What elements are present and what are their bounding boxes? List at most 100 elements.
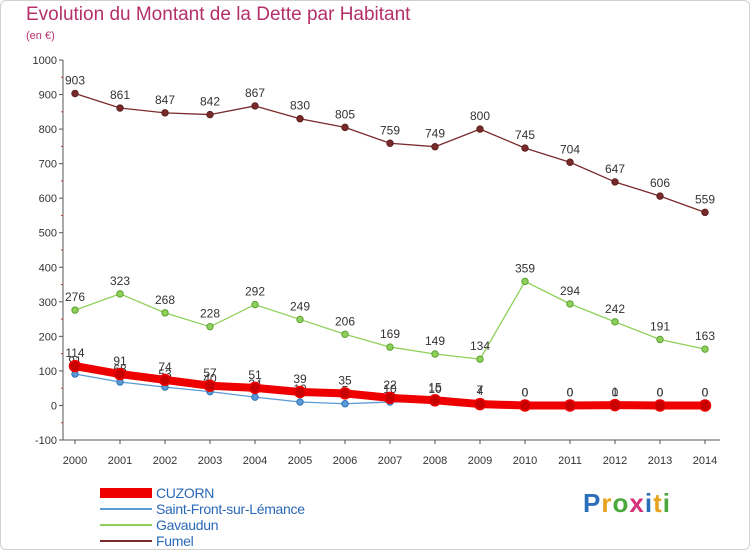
data-label: 0 — [612, 385, 619, 399]
data-label: 559 — [695, 192, 715, 206]
legend-item: Gavaudun — [100, 517, 360, 533]
y-tick-label: 0 — [51, 400, 57, 412]
x-tick-label: 2006 — [333, 455, 357, 467]
data-point — [383, 391, 397, 405]
data-point — [116, 104, 124, 112]
data-point — [701, 345, 709, 353]
data-point — [203, 379, 217, 393]
x-tick-label: 2013 — [648, 455, 672, 467]
data-label: 0 — [522, 385, 529, 399]
x-tick-label: 2001 — [108, 455, 132, 467]
data-label: 805 — [335, 107, 355, 121]
logo-letter: i — [662, 488, 671, 518]
data-label: 294 — [560, 284, 580, 298]
legend-swatch — [100, 524, 152, 526]
chart-subtitle: (en €) — [26, 30, 55, 42]
x-tick-label: 2010 — [513, 455, 537, 467]
data-label: 114 — [65, 346, 84, 360]
series-gavaudun: 276 323 268 228 292 249 206 169 149 134 359 294 242 1… — [65, 261, 715, 363]
y-tick-label: 100 — [39, 366, 57, 378]
data-point — [473, 397, 487, 411]
data-label: 1 — [612, 385, 619, 399]
data-point — [428, 394, 442, 407]
series-line — [74, 92, 706, 213]
data-label: 206 — [335, 314, 355, 328]
data-label: 359 — [515, 261, 535, 275]
data-point — [656, 192, 664, 200]
y-tick-label: 200 — [39, 331, 57, 343]
data-label: 7 — [477, 383, 484, 397]
data-label: 903 — [65, 74, 85, 88]
data-label: 4 — [477, 384, 484, 398]
legend-label: Gavaudun — [156, 517, 219, 533]
data-point — [296, 115, 304, 123]
logo-letter: i — [644, 488, 654, 518]
data-point — [293, 385, 307, 399]
data-label: 0 — [567, 385, 574, 399]
legend-label: Saint-Front-sur-Lémance — [156, 501, 305, 517]
y-tick-label: 900 — [39, 90, 57, 102]
data-point — [68, 359, 82, 373]
data-label: 842 — [200, 95, 220, 109]
x-tick-label: 2014 — [693, 455, 717, 467]
data-label: 759 — [380, 123, 400, 137]
x-tick-label: 2008 — [423, 455, 447, 467]
data-point — [476, 355, 484, 363]
data-label: 830 — [290, 99, 310, 113]
data-point — [521, 144, 529, 152]
y-tick-label: -100 — [35, 435, 57, 447]
legend-item: CUZORN — [100, 485, 360, 501]
data-point — [296, 398, 304, 406]
data-label: 35 — [338, 373, 352, 387]
x-tick-label: 2007 — [378, 455, 402, 467]
data-label: 0 — [567, 385, 574, 399]
y-tick-label: 800 — [39, 124, 57, 136]
x-tick-label: 2003 — [198, 455, 222, 467]
legend-label: CUZORN — [156, 485, 215, 501]
y-tick-label: 700 — [39, 159, 57, 171]
data-label: 0 — [522, 385, 529, 399]
x-tick-label: 2011 — [558, 455, 582, 467]
data-label: 0 — [702, 385, 709, 399]
data-point — [431, 143, 439, 151]
chart-title: Evolution du Montant de la Dette par Hab… — [26, 4, 411, 25]
data-label: 163 — [695, 329, 715, 343]
x-tick-label: 2002 — [153, 455, 177, 467]
data-point — [611, 318, 619, 326]
data-label: 276 — [65, 290, 85, 304]
data-point — [341, 330, 349, 338]
x-tick-label: 2005 — [288, 455, 312, 467]
logo-letter: r — [601, 488, 613, 518]
y-tick-label: 400 — [39, 262, 57, 274]
x-tick-label: 2009 — [468, 455, 492, 467]
logo-letter: t — [653, 488, 663, 518]
data-point — [341, 400, 349, 408]
data-point — [476, 125, 484, 133]
data-label: 800 — [470, 109, 490, 123]
data-point — [563, 399, 577, 412]
y-tick-label: 600 — [39, 193, 57, 205]
data-label: 861 — [110, 88, 130, 102]
data-label: 0 — [657, 385, 664, 399]
data-point — [653, 399, 667, 412]
data-label: 191 — [650, 319, 670, 333]
data-point — [386, 343, 394, 351]
data-point — [386, 139, 394, 147]
data-point — [431, 350, 439, 358]
data-label: 847 — [155, 93, 175, 107]
data-point — [251, 102, 259, 110]
data-point — [248, 381, 262, 395]
logo-letter: o — [612, 488, 630, 518]
data-label: 10 — [428, 382, 442, 396]
data-point — [251, 393, 259, 401]
data-label: 149 — [425, 334, 445, 348]
data-label: 749 — [425, 127, 445, 141]
data-label: 51 — [248, 368, 262, 382]
data-point — [161, 309, 169, 317]
data-point — [338, 387, 352, 400]
data-point — [161, 109, 169, 117]
data-label: 0 — [657, 385, 664, 399]
data-point — [611, 178, 619, 186]
data-label: 745 — [515, 128, 535, 142]
